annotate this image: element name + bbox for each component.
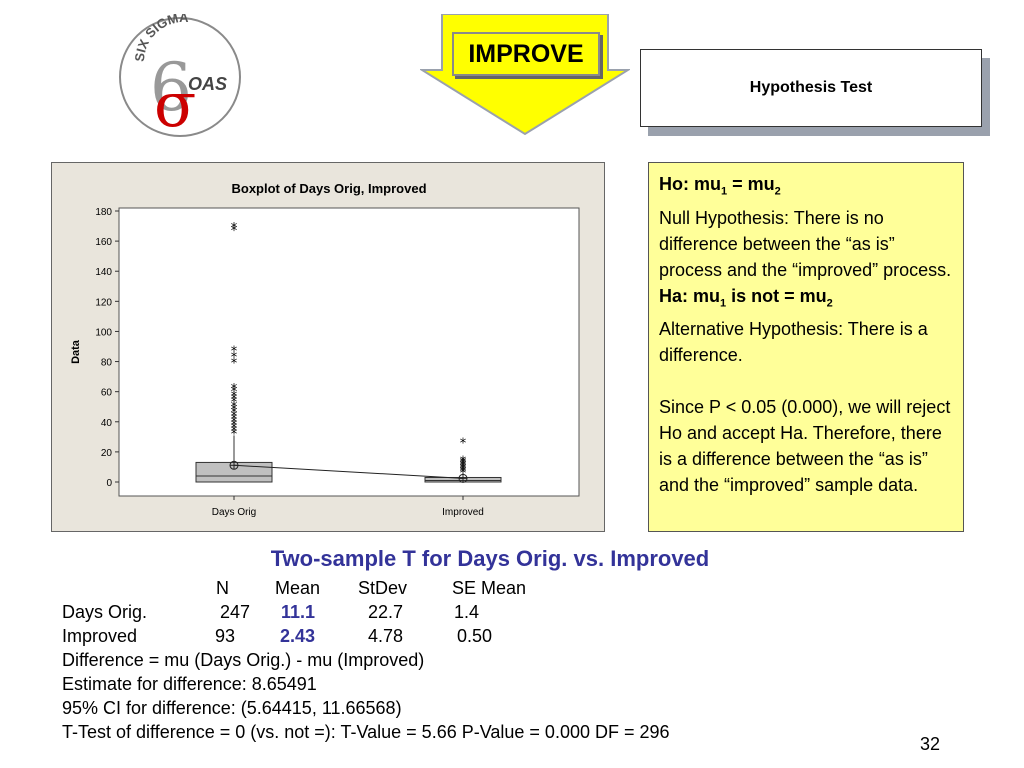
six-sigma-oas-logo: SIX SIGMA 6 σ OAS (116, 10, 244, 141)
row-mean: 11.1 (281, 602, 316, 622)
hypothesis-test-box: Hypothesis Test (640, 49, 982, 127)
outlier-point: * (231, 382, 238, 397)
stats-row-days-orig: Days Orig. 247 11.1 22.7 1.4 (62, 600, 942, 624)
null-hypothesis-heading: Ho: mu1 = mu2 (659, 174, 781, 198)
row-mean: 2.43 (280, 626, 316, 646)
y-tick-label: 120 (95, 297, 112, 308)
row-stdev: 4.78 (368, 626, 404, 646)
y-tick-label: 100 (95, 327, 112, 338)
stats-row-improved: Improved 93 2.43 4.78 0.50 (62, 624, 942, 648)
outlier-point: * (231, 357, 238, 372)
hypothesis-note: Ho: mu1 = mu2 Null Hypothesis: There is … (648, 162, 964, 532)
outlier-point: * (231, 351, 238, 366)
outlier-point: * (231, 412, 238, 427)
y-tick-label: 0 (106, 478, 112, 489)
row-name: Improved (62, 626, 138, 646)
boxplot-svg: Boxplot of Days Orig, Improved Data 0 20 40 6… (70, 181, 580, 518)
stats-line-estimate: Estimate for difference: 8.65491 (62, 674, 317, 694)
outlier-point: * (231, 224, 238, 239)
header-mean: Mean (275, 578, 321, 598)
header-n: N (216, 578, 229, 598)
improve-label: IMPROVE (452, 32, 600, 76)
outlier-point: * (231, 393, 238, 408)
row-name: Days Orig. (62, 602, 148, 622)
alt-hypothesis-text: Alternative Hypothesis: There is a diffe… (659, 319, 928, 366)
conclusion-text: Since P < 0.05 (0.000), we will reject H… (659, 397, 951, 496)
outlier-point: * (460, 436, 467, 451)
stats-line-ci: 95% CI for difference: (5.64415, 11.6656… (62, 698, 402, 718)
row-se: 0.50 (457, 626, 493, 646)
page-number: 32 (920, 734, 941, 754)
outlier-point: * (460, 465, 467, 480)
x-tick-label: Improved (442, 507, 484, 518)
outlier-point: * (460, 460, 467, 475)
logo-oas-text: OAS (188, 74, 227, 94)
outlier-point: * (231, 385, 238, 400)
header-stdev: StDev (358, 578, 408, 598)
hypothesis-test-label: Hypothesis Test (749, 79, 873, 96)
outlier-point: * (231, 400, 238, 415)
outlier-point: * (460, 456, 467, 471)
row-stdev: 22.7 (368, 602, 404, 622)
outlier-point: * (460, 454, 467, 469)
outlier-point: * (231, 409, 238, 424)
stats-title: Two-sample T for Days Orig. vs. Improved (270, 546, 710, 571)
y-tick-label: 20 (101, 448, 113, 459)
outlier-point: * (460, 457, 467, 472)
row-n: 247 (220, 602, 251, 622)
outlier-point: * (231, 403, 238, 418)
y-tick-label: 60 (101, 388, 113, 399)
outlier-point: * (231, 221, 238, 236)
x-tick-label: Days Orig (212, 507, 256, 518)
y-tick-label: 140 (95, 267, 112, 278)
t-test-output: N Mean StDev SE Mean Days Orig. 247 11.1… (62, 576, 942, 744)
stats-line-t-test: T-Test of difference = 0 (vs. not =): T-… (62, 722, 670, 742)
stats-header-row: N Mean StDev SE Mean (62, 576, 942, 600)
alt-hypothesis-heading: Ha: mu1 is not = mu2 (659, 285, 833, 310)
outlier-point: * (231, 415, 238, 430)
logo-sigma-glyph: σ (154, 68, 196, 140)
y-tick-label: 40 (101, 418, 113, 429)
header-se-mean: SE Mean (452, 578, 527, 598)
null-hypothesis-text: Null Hypothesis: There is no difference … (659, 207, 952, 280)
y-tick-label: 80 (101, 358, 113, 369)
plot-area (118, 207, 580, 497)
outlier-point: * (231, 418, 238, 433)
y-tick-label: 160 (95, 237, 112, 248)
outlier-point: * (231, 424, 238, 439)
row-n: 93 (215, 626, 236, 646)
outlier-point: * (231, 406, 238, 421)
y-tick-label: 180 (95, 207, 112, 218)
outlier-point: * (460, 459, 467, 474)
outlier-point: * (460, 463, 467, 478)
chart-title: Boxplot of Days Orig, Improved (231, 181, 426, 196)
outlier-point: * (460, 462, 467, 477)
outlier-point: * (231, 345, 238, 360)
y-axis-label: Data (70, 339, 82, 364)
stats-line-difference: Difference = mu (Days Orig.) - mu (Impro… (62, 650, 425, 670)
outlier-point: * (231, 421, 238, 436)
logo-six-glyph: 6 (150, 49, 192, 126)
outlier-point: * (231, 396, 238, 411)
mean-connect-line (233, 464, 464, 479)
outlier-point: * (231, 390, 238, 405)
row-se: 1.4 (454, 602, 480, 622)
outlier-point: * (231, 427, 238, 442)
boxplot-chart: Boxplot of Days Orig, Improved Data 0 20 40 6… (51, 162, 605, 532)
